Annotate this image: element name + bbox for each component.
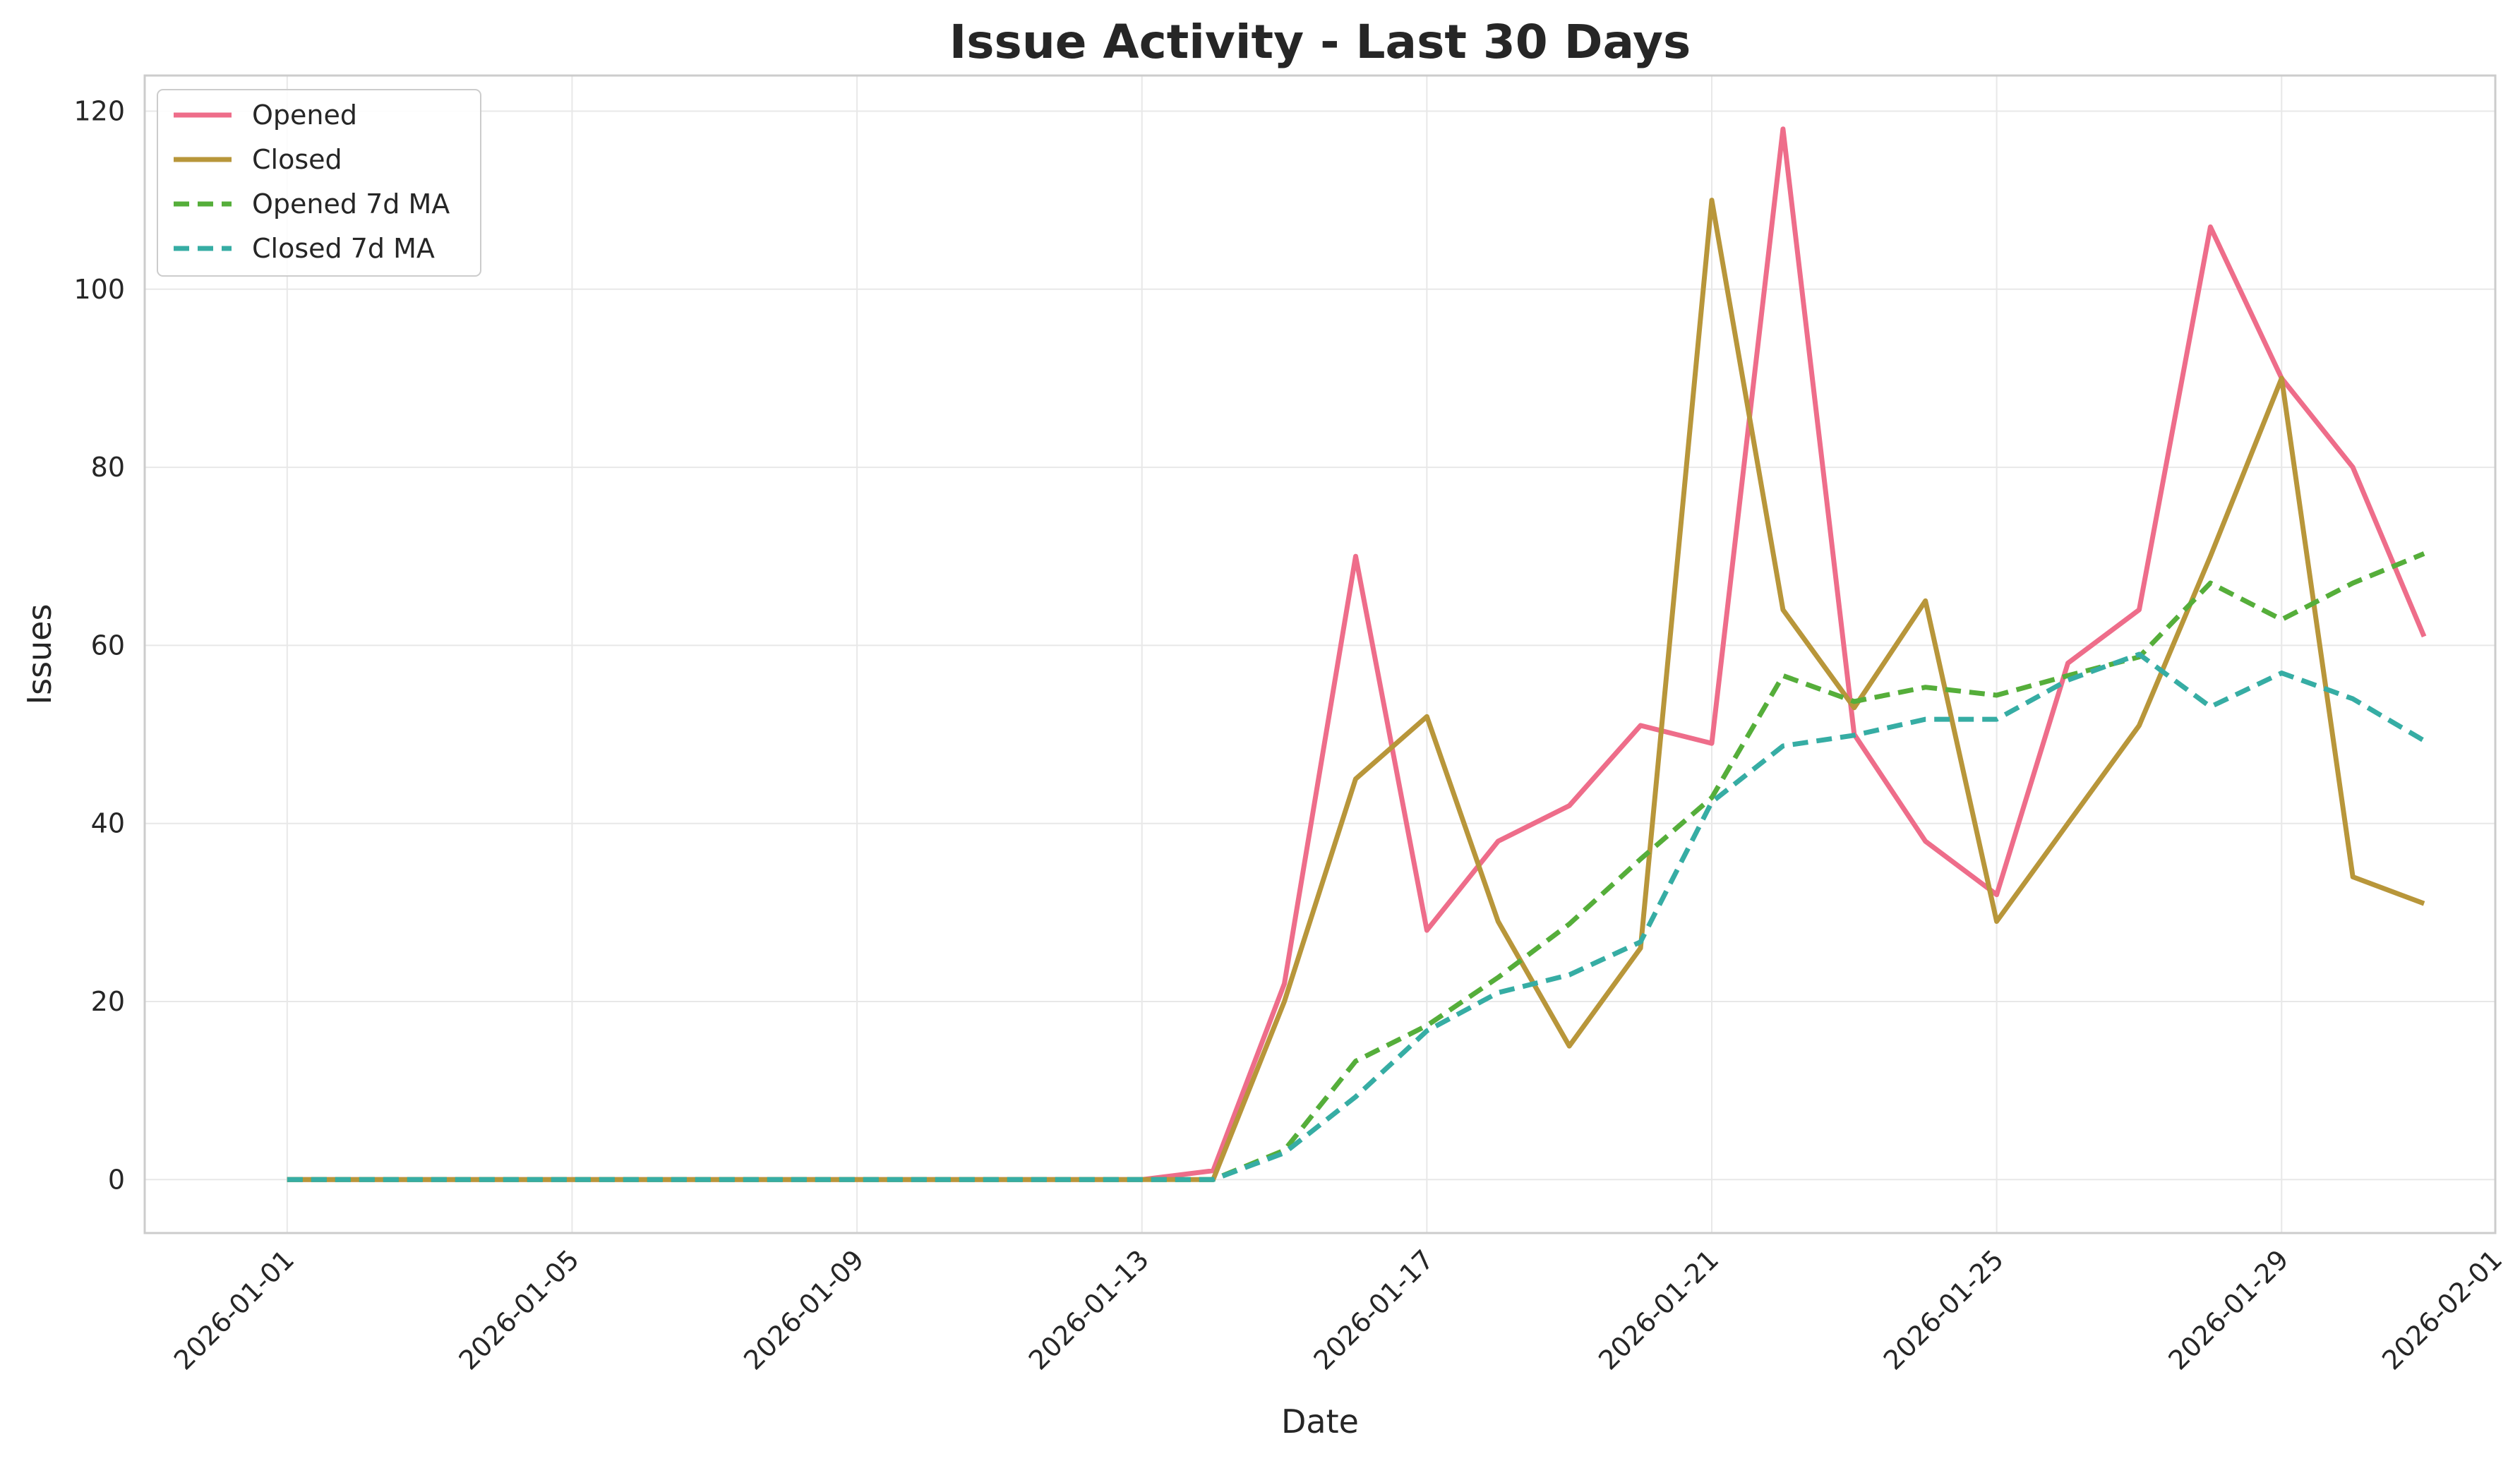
y-axis-ticks: 0 20 40 60 80 100 120 [73,95,125,1195]
chart-title: Issue Activity - Last 30 Days [949,15,1691,69]
series-line-closed [287,198,2425,1182]
legend-label: Closed 7d MA [252,233,435,264]
legend-label: Opened [252,100,357,131]
y-tick-label: 120 [73,95,125,126]
plot-frame [143,74,2497,1234]
y-tick-label: 60 [91,630,125,661]
y-tick-label: 80 [91,452,125,483]
series-line-opened-7d-ma [287,551,2425,1182]
legend: Opened Closed Opened 7d MA Closed 7d MA [157,89,481,277]
legend-box [157,89,481,277]
y-axis-label: Issues [20,604,59,705]
y-tick-label: 0 [108,1164,125,1195]
x-axis-label: Date [1281,1402,1359,1441]
y-tick-label: 100 [73,274,125,305]
legend-label: Opened 7d MA [252,188,450,220]
series-line-closed-7d-ma [287,651,2425,1182]
y-tick-label: 20 [91,986,125,1017]
y-tick-label: 40 [91,808,125,839]
series-lines [287,126,2427,1182]
legend-label: Closed [252,144,342,175]
